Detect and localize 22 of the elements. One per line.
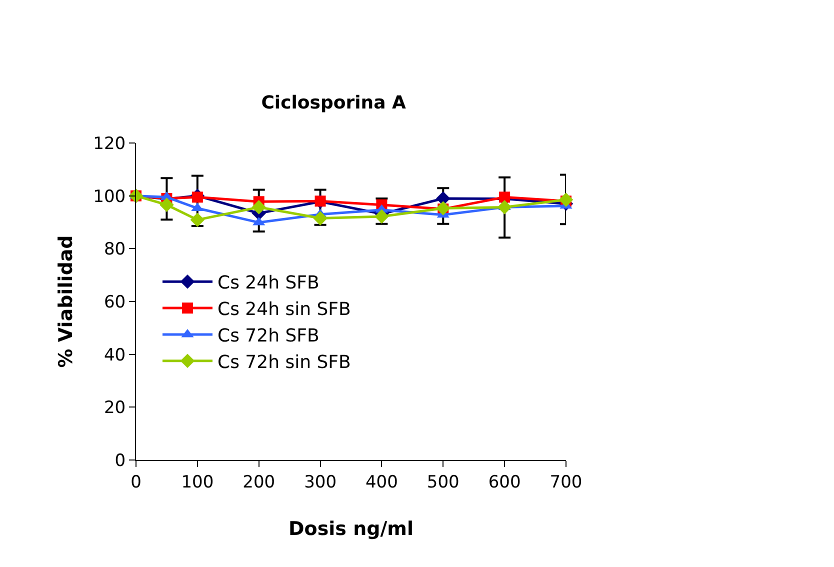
legend-label: Cs 24h SFB — [218, 272, 320, 294]
legend-label: Cs 24h sin SFB — [218, 299, 351, 320]
chart-title: Ciclosporina A — [261, 92, 406, 114]
x-tick-label: 100 — [181, 472, 214, 492]
x-tick-label: 500 — [426, 472, 460, 492]
x-tick-label: 300 — [304, 472, 337, 492]
legend-label: Cs 72h SFB — [218, 325, 320, 346]
legend-label: Cs 72h sin SFB — [218, 352, 351, 373]
x-tick-label: 0 — [130, 472, 142, 492]
y-tick-label: 20 — [104, 398, 126, 418]
x-tick-label: 700 — [550, 472, 582, 492]
y-tick-label: 80 — [104, 240, 126, 260]
y-tick-label: 120 — [93, 134, 126, 154]
y-tick-label: 60 — [104, 292, 126, 312]
y-tick-label: 40 — [104, 345, 126, 366]
x-axis-title: Dosis ng/ml — [288, 518, 414, 540]
y-tick-label: 0 — [114, 450, 126, 471]
x-tick-label: 600 — [488, 472, 521, 492]
x-tick-label: 400 — [365, 472, 398, 492]
y-axis-title: % Viabilidad — [54, 235, 77, 368]
x-tick-label: 200 — [242, 472, 276, 492]
y-tick-label: 100 — [93, 186, 126, 207]
